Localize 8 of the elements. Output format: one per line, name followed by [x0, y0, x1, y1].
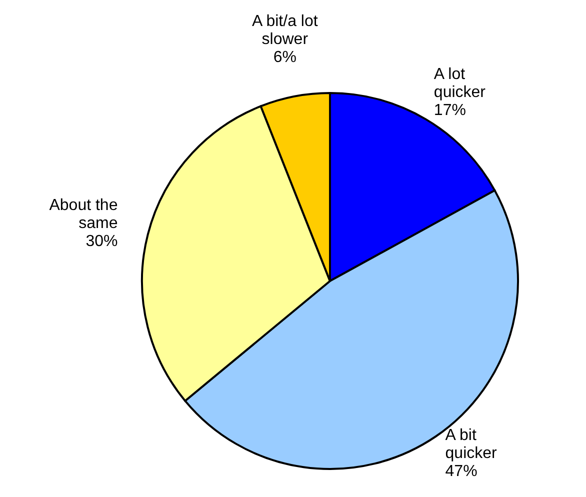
- slice-label: A bit/a lot slower: [252, 12, 318, 48]
- data-label: 30%: [86, 232, 118, 250]
- slice-label: A lot quicker: [434, 66, 486, 101]
- slice-label: A bit quicker: [445, 426, 498, 462]
- data-label: 47%: [445, 462, 478, 480]
- data-label: 17%: [434, 102, 466, 119]
- slice-label: About the same: [49, 196, 118, 232]
- data-label: 6%: [273, 48, 296, 66]
